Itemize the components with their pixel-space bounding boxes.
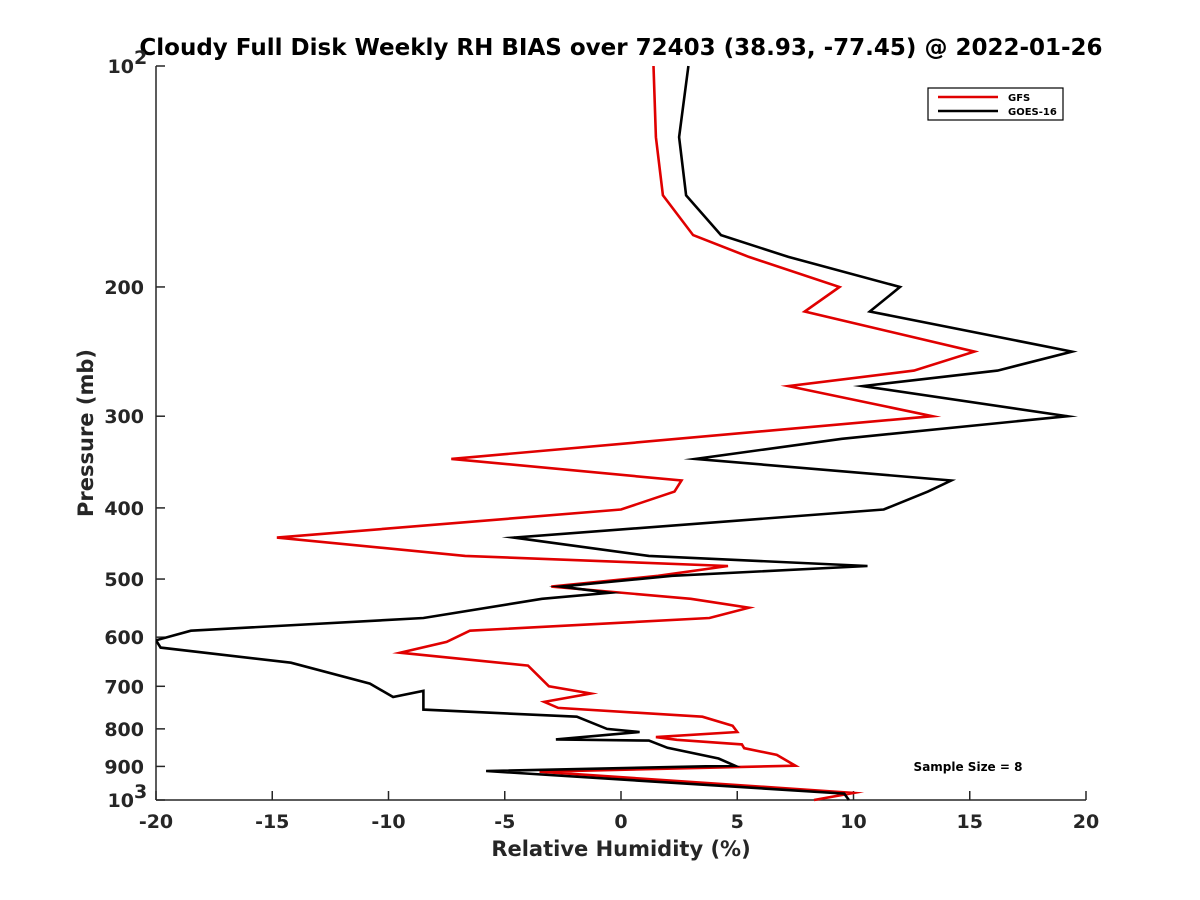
y-axis-label: Pressure (mb) [74,349,98,517]
x-tick-label: -10 [371,811,405,833]
y-tick-label: 10 [108,790,134,812]
y-tick-label: 700 [104,676,144,698]
y-tick-label: 500 [104,569,144,591]
chart-title: Cloudy Full Disk Weekly RH BIAS over 724… [139,35,1102,61]
x-tick-label: -5 [494,811,515,833]
x-tick-label: 10 [840,811,866,833]
y-tick-exponent: 2 [134,47,147,69]
series-lines [156,65,1078,802]
y-tick-label: 400 [104,498,144,520]
sample-size-annotation: Sample Size = 8 [914,760,1023,774]
y-tick-label: 900 [104,756,144,778]
y-tick-label: 200 [104,277,144,299]
x-tick-label: -20 [139,811,173,833]
y-tick-label: 10 [108,56,134,78]
legend: GFS GOES-16 [927,87,1064,121]
series-line-gfs [276,65,980,802]
x-tick-label: -15 [255,811,289,833]
legend-label-gfs: GFS [1008,93,1030,104]
x-tick-label: 20 [1073,811,1099,833]
series-line-goes-16 [156,65,1078,801]
y-tick-label: 800 [104,719,144,741]
y-tick-exponent: 3 [134,781,147,803]
x-tick-label: 5 [731,811,744,833]
x-tick-label: 0 [614,811,627,833]
legend-label-goes-16: GOES-16 [1008,107,1057,118]
y-tick-label: 300 [104,406,144,428]
x-axis-label: Relative Humidity (%) [491,837,750,861]
y-tick-label: 600 [104,627,144,649]
legend-box [927,87,1064,121]
x-tick-label: 15 [957,811,983,833]
